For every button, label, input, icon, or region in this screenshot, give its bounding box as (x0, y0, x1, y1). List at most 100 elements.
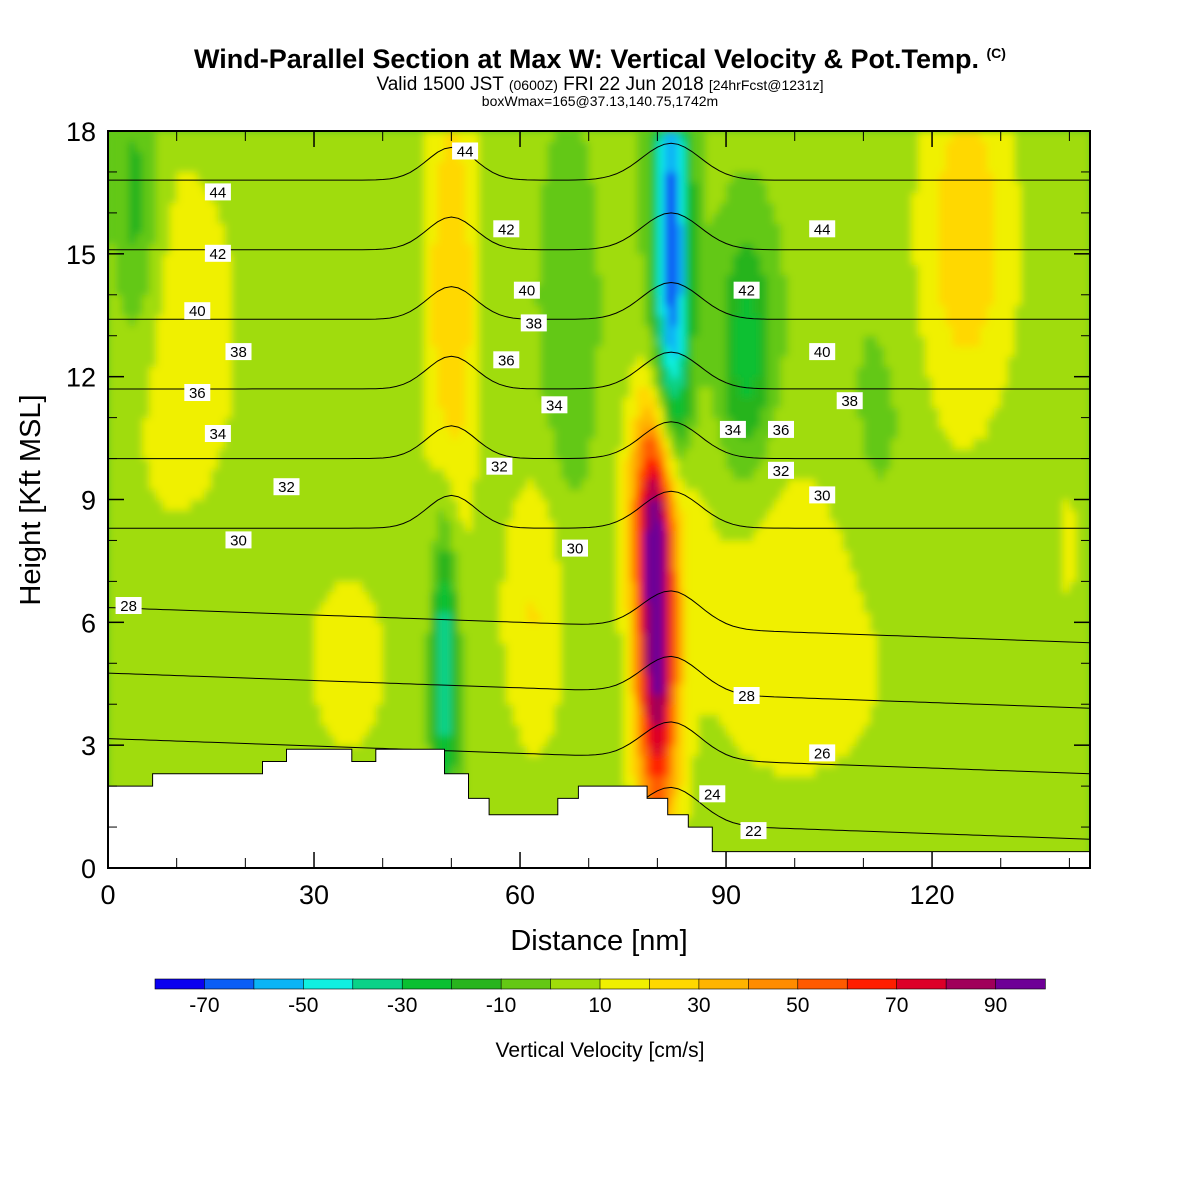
field-cell (327, 212, 336, 224)
field-cell (204, 612, 212, 623)
field-cell (114, 427, 123, 439)
field-cell (327, 345, 336, 357)
field-cell (444, 376, 452, 388)
field-cell (485, 223, 494, 234)
field-cell (211, 581, 219, 593)
field-cell (114, 202, 123, 214)
field-cell (231, 141, 240, 153)
field-cell (286, 202, 295, 214)
field-cell (355, 151, 363, 163)
field-cell (533, 622, 542, 634)
field-cell (114, 612, 123, 623)
field-cell (348, 560, 356, 572)
field-cell (430, 397, 439, 408)
field-cell (430, 683, 439, 695)
field-cell (533, 376, 542, 388)
field-cell (362, 294, 370, 306)
field-cell (162, 591, 171, 603)
field-cell (135, 509, 143, 521)
field-cell (423, 397, 432, 408)
field-cell (362, 284, 370, 296)
field-cell (121, 438, 130, 449)
field-cell (279, 366, 288, 378)
field-cell (245, 468, 253, 480)
field-cell (362, 202, 370, 214)
field-cell (506, 591, 514, 603)
field-cell (128, 683, 137, 695)
field-cell (389, 243, 398, 255)
field-cell (252, 745, 260, 757)
field-cell (492, 202, 501, 214)
field-cell (396, 223, 404, 234)
field-cell (320, 192, 329, 204)
field-cell (568, 325, 576, 337)
field-cell (465, 560, 473, 572)
field-cell (156, 192, 164, 204)
field-cell (320, 253, 329, 265)
field-cell (389, 345, 398, 357)
field-cell (362, 601, 370, 613)
field-cell (183, 714, 192, 726)
field-cell (396, 601, 404, 613)
field-cell (224, 356, 233, 368)
field-cell (169, 202, 178, 214)
field-cell (375, 530, 384, 542)
field-cell (176, 734, 185, 746)
field-cell (362, 571, 370, 582)
field-cell (451, 663, 459, 675)
field-cell (259, 550, 267, 562)
field-cell (417, 540, 425, 552)
field-cell (547, 386, 555, 398)
field-cell (286, 734, 295, 746)
field-cell (492, 806, 501, 818)
field-cell (149, 745, 157, 757)
field-cell (382, 294, 391, 306)
field-cell (300, 448, 308, 460)
field-cell (533, 264, 542, 275)
field-cell (568, 734, 576, 746)
field-cell (451, 550, 459, 562)
field-cell (176, 499, 185, 511)
field-cell (162, 397, 171, 408)
field-cell (478, 376, 487, 388)
field-cell (506, 673, 514, 685)
field-cell (506, 233, 514, 245)
field-cell (485, 448, 494, 460)
field-cell (176, 397, 185, 408)
field-cell (540, 305, 549, 316)
field-cell (533, 653, 542, 664)
field-cell (437, 141, 446, 153)
field-cell (513, 540, 521, 552)
field-cell (499, 734, 507, 746)
field-cell (561, 581, 569, 593)
field-cell (547, 612, 555, 623)
field-cell (389, 540, 398, 552)
field-cell (211, 161, 219, 173)
field-cell (169, 212, 178, 224)
field-cell (190, 612, 198, 623)
field-cell (128, 673, 137, 685)
field-cell (568, 642, 576, 654)
field-cell (259, 335, 267, 347)
field-cell (286, 673, 295, 685)
field-cell (348, 632, 356, 644)
field-cell (554, 724, 562, 736)
field-cell (238, 755, 246, 767)
field-cell (217, 171, 226, 183)
field-cell (320, 305, 329, 316)
field-cell (382, 499, 391, 511)
field-cell (444, 212, 452, 224)
field-cell (458, 571, 466, 582)
field-cell (368, 223, 377, 234)
field-cell (423, 171, 432, 183)
field-cell (437, 192, 446, 204)
field-cell (272, 376, 281, 388)
field-cell (375, 407, 384, 419)
field-cell (417, 724, 425, 736)
field-cell (382, 673, 391, 685)
field-cell (444, 632, 452, 644)
field-cell (540, 734, 549, 746)
field-cell (142, 601, 150, 613)
field-cell (279, 427, 288, 439)
field-cell (437, 345, 446, 357)
